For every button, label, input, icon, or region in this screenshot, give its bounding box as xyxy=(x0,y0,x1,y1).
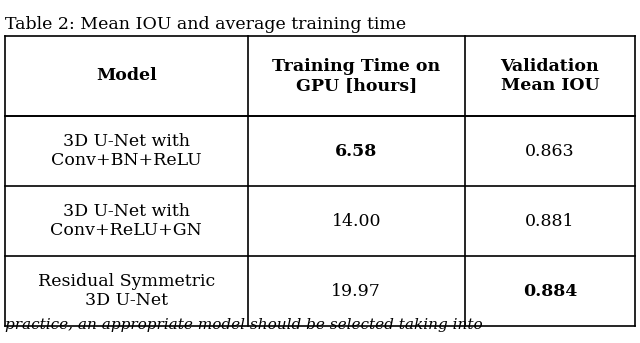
Text: practice, an appropriate model should be selected taking into: practice, an appropriate model should be… xyxy=(5,318,483,332)
Text: Training Time on
GPU [hours]: Training Time on GPU [hours] xyxy=(272,58,440,94)
Text: Validation
Mean IOU: Validation Mean IOU xyxy=(500,58,599,94)
Text: Residual Symmetric
3D U-Net: Residual Symmetric 3D U-Net xyxy=(38,273,215,309)
Text: Table 2: Mean IOU and average training time: Table 2: Mean IOU and average training t… xyxy=(5,16,406,33)
Text: 3D U-Net with
Conv+BN+ReLU: 3D U-Net with Conv+BN+ReLU xyxy=(51,133,202,169)
Text: 19.97: 19.97 xyxy=(332,283,381,299)
Text: Model: Model xyxy=(96,68,157,84)
Text: 0.884: 0.884 xyxy=(523,283,577,299)
Text: 0.863: 0.863 xyxy=(525,142,575,159)
Text: 3D U-Net with
Conv+ReLU+GN: 3D U-Net with Conv+ReLU+GN xyxy=(51,203,202,239)
Text: 6.58: 6.58 xyxy=(335,142,378,159)
Text: 14.00: 14.00 xyxy=(332,213,381,229)
Text: 0.881: 0.881 xyxy=(525,213,575,229)
